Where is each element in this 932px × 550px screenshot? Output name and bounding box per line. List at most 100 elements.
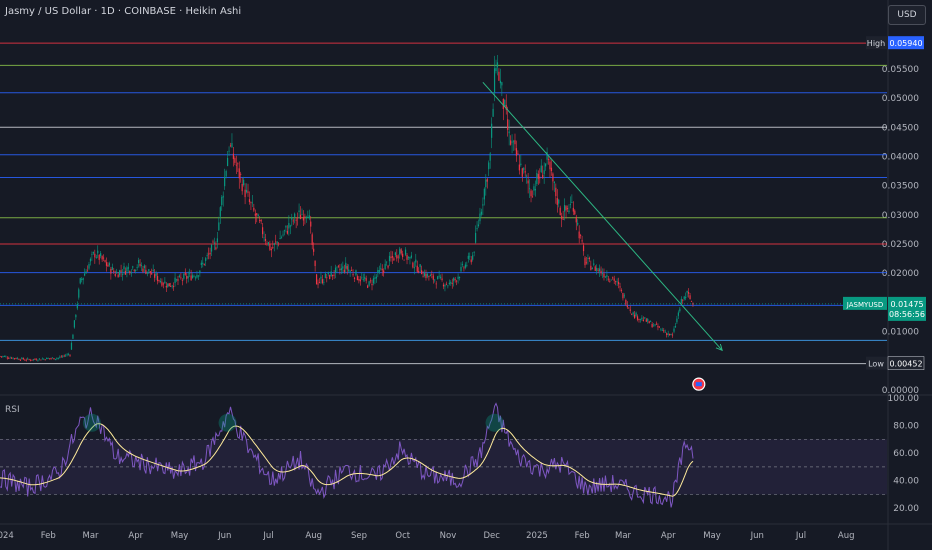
candle-body (311, 234, 313, 246)
candle-body (189, 272, 191, 274)
candle-body (638, 319, 640, 320)
candle-body (203, 263, 205, 265)
candle-body (18, 359, 20, 360)
candle-body (429, 275, 431, 277)
candle-body (170, 286, 172, 287)
candle-body (70, 342, 73, 350)
candle-body (292, 220, 294, 222)
candle-body (86, 270, 89, 272)
time-axis-label: May (703, 531, 721, 541)
candle-body (245, 190, 248, 193)
candle-body (41, 358, 43, 360)
candle-body (365, 278, 367, 281)
candle-body (165, 286, 167, 288)
candle-body (378, 270, 380, 272)
candle-body (37, 360, 39, 362)
candle-body (149, 271, 151, 274)
candle-body (254, 213, 256, 216)
candle-body (84, 273, 86, 276)
rsi-line (0, 402, 694, 508)
candle-body (240, 173, 242, 175)
candle-body (523, 167, 525, 171)
candle-body (289, 225, 291, 227)
candle-body (186, 276, 188, 279)
candle-body (38, 358, 40, 360)
candle-body (116, 271, 118, 274)
candle-body (666, 333, 668, 336)
time-axis-label: Mar (83, 531, 100, 541)
candle-body (130, 272, 132, 274)
candle-body (432, 275, 434, 280)
candle-body (235, 164, 237, 166)
candle-body (352, 274, 354, 276)
candle-body (267, 242, 270, 245)
candle-body (444, 285, 446, 287)
candle-body (349, 270, 351, 272)
candle-body (451, 283, 453, 284)
candle-body (123, 266, 125, 270)
candle-body (164, 281, 166, 284)
candle-body (387, 265, 389, 268)
candle-body (247, 191, 249, 193)
candle-body (438, 275, 440, 277)
candle-body (162, 283, 164, 285)
candle-body (559, 207, 561, 216)
candle-body (100, 253, 102, 257)
price-tick-label: 0.04500 (882, 123, 919, 133)
candle-body (448, 282, 450, 285)
candle-body (114, 273, 116, 276)
candle-body (336, 266, 338, 268)
low-value: 0.00452 (889, 360, 922, 369)
candle-body (212, 241, 214, 243)
candle-body (119, 270, 121, 276)
candle-body (511, 141, 513, 143)
candle-body (599, 268, 601, 272)
candle-body (6, 357, 8, 359)
candle-body (82, 277, 84, 281)
candle-body (282, 234, 284, 236)
candle-body (374, 277, 376, 279)
rsi-tick-label: 40.00 (893, 477, 919, 487)
candle-body (679, 308, 681, 312)
candle-body (505, 104, 507, 110)
candle-body (550, 167, 553, 172)
candle-body (250, 202, 252, 204)
candle-body (657, 325, 659, 328)
candle-body (190, 275, 192, 281)
candle-body (625, 300, 627, 305)
candle-body (332, 274, 334, 277)
candle-body (419, 264, 421, 268)
candle-body (654, 324, 656, 326)
candle-body (279, 238, 281, 240)
candle-body (183, 273, 185, 279)
candle-body (104, 260, 106, 262)
candle-body (140, 265, 143, 267)
candle-body (135, 269, 137, 271)
candle-body (272, 247, 274, 249)
candle-body (504, 99, 506, 106)
candle-body (510, 140, 512, 145)
candle-body (421, 270, 423, 275)
candle-body (224, 176, 226, 187)
candle-body (261, 227, 264, 235)
currency-button[interactable]: USD (888, 5, 926, 25)
trendline (482, 81, 722, 350)
time-axis-label: Feb (575, 531, 590, 541)
candle-body (680, 298, 682, 304)
candle-body (51, 357, 54, 359)
candle-body (493, 68, 496, 93)
candle-body (9, 357, 11, 359)
candle-body (215, 247, 217, 250)
candle-body (476, 228, 478, 230)
candle-body (65, 355, 67, 357)
candle-body (228, 150, 230, 152)
candle-body (623, 295, 626, 297)
candle-body (362, 279, 364, 280)
candle-body (524, 171, 526, 173)
time-axis-label: 2024 (0, 531, 14, 541)
candle-body (508, 131, 510, 134)
candle-body (520, 163, 522, 166)
candle-body (12, 357, 14, 359)
